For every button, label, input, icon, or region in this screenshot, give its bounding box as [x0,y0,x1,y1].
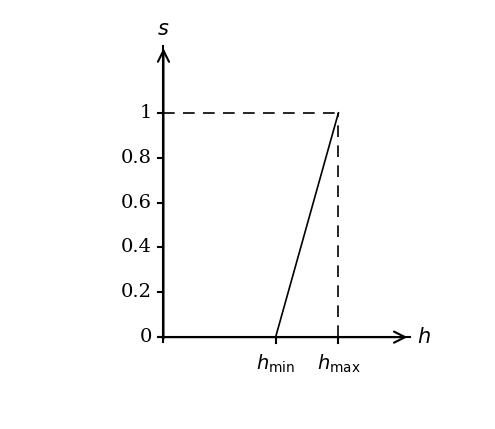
Text: 1: 1 [140,104,152,122]
Text: $h_{\rm max}$: $h_{\rm max}$ [317,353,360,375]
Text: $s$: $s$ [157,20,170,39]
Text: 0: 0 [140,328,152,346]
Text: $h$: $h$ [417,327,431,347]
Text: 0.8: 0.8 [121,149,152,167]
Text: $h_{\rm min}$: $h_{\rm min}$ [256,353,295,375]
Text: 0.2: 0.2 [121,283,152,301]
Text: 0.6: 0.6 [121,193,152,211]
Text: 0.4: 0.4 [121,239,152,257]
